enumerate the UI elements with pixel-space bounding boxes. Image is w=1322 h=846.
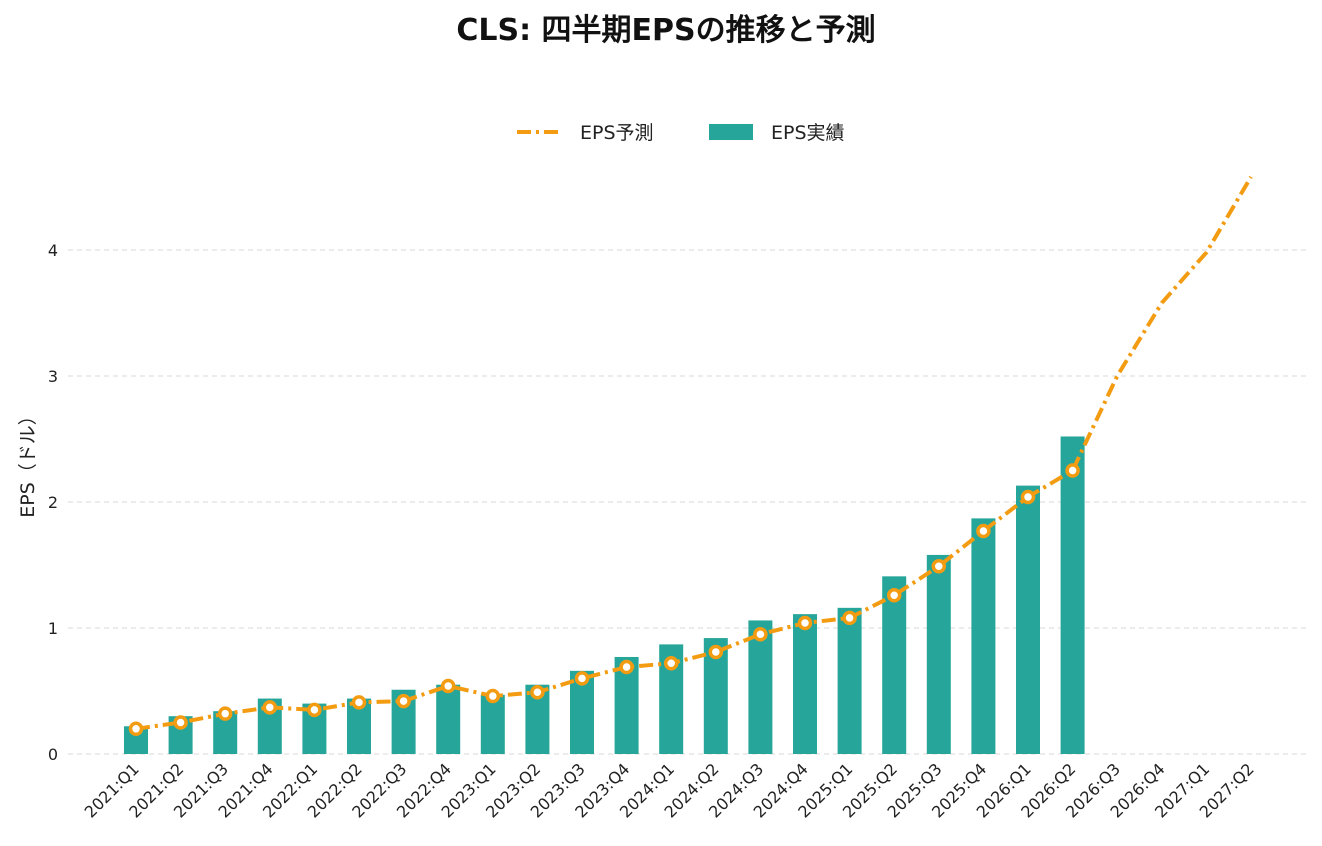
bar-2024:Q4 bbox=[793, 614, 817, 754]
forecast-point-2022:Q3 bbox=[396, 693, 411, 709]
bar-2025:Q3 bbox=[926, 554, 951, 754]
bar-2026:Q2 bbox=[1060, 436, 1085, 754]
y-tick-label: 1 bbox=[48, 619, 58, 638]
legend: EPS予測 EPS実績 bbox=[517, 122, 845, 144]
forecast-points bbox=[128, 463, 1080, 737]
forecast-point-2026:Q1 bbox=[1020, 489, 1036, 505]
bar-2023:Q1 bbox=[480, 694, 505, 754]
bar-2022:Q4 bbox=[436, 684, 461, 754]
forecast-point-2022:Q2 bbox=[351, 695, 367, 710]
bar-2024:Q3 bbox=[748, 620, 773, 754]
grid-lines bbox=[68, 249, 1308, 755]
forecast-point-2023:Q4 bbox=[619, 659, 634, 675]
forecast-line bbox=[135, 175, 1253, 731]
forecast-line-path bbox=[135, 175, 1253, 731]
forecast-point-2024:Q1 bbox=[663, 656, 679, 671]
forecast-point-2023:Q1 bbox=[485, 688, 501, 704]
chart-title: CLS: 四半期EPSの推移と予測 bbox=[456, 13, 875, 48]
bar-2025:Q1 bbox=[837, 607, 862, 754]
forecast-point-2024:Q2 bbox=[708, 644, 724, 660]
forecast-point-2024:Q4 bbox=[797, 615, 813, 631]
bar-2025:Q4 bbox=[971, 518, 996, 754]
y-axis-label: EPS（ドル） bbox=[17, 406, 39, 518]
forecast-point-2023:Q2 bbox=[530, 685, 545, 700]
forecast-point-2023:Q3 bbox=[574, 671, 590, 686]
forecast-point-2021:Q4 bbox=[262, 700, 278, 715]
y-tick-label: 3 bbox=[48, 367, 58, 386]
forecast-point-2021:Q1 bbox=[128, 721, 144, 737]
y-tick-label: 4 bbox=[48, 241, 58, 260]
legend-actual-label: EPS実績 bbox=[771, 122, 845, 144]
x-axis-ticks: 2021:Q12021:Q22021:Q32021:Q42022:Q12022:… bbox=[81, 759, 1258, 821]
bar-2025:Q2 bbox=[882, 576, 907, 754]
legend-forecast-label: EPS予測 bbox=[580, 122, 654, 144]
forecast-point-2024:Q3 bbox=[753, 627, 768, 642]
forecast-point-2025:Q3 bbox=[931, 559, 947, 574]
forecast-point-2022:Q1 bbox=[307, 702, 322, 718]
forecast-point-2026:Q2 bbox=[1065, 463, 1080, 478]
y-tick-label: 0 bbox=[48, 745, 58, 764]
y-axis-ticks: 0 1 2 3 4 bbox=[48, 241, 58, 764]
forecast-point-2021:Q2 bbox=[173, 715, 188, 730]
forecast-point-2025:Q4 bbox=[976, 523, 991, 539]
forecast-point-2025:Q1 bbox=[842, 610, 857, 626]
legend-actual-swatch bbox=[709, 124, 753, 140]
bar-2026:Q1 bbox=[1016, 485, 1040, 754]
forecast-point-2022:Q4 bbox=[440, 678, 456, 694]
forecast-point-2025:Q2 bbox=[886, 587, 902, 603]
forecast-point-2021:Q3 bbox=[217, 706, 233, 721]
y-tick-label: 2 bbox=[48, 493, 58, 512]
